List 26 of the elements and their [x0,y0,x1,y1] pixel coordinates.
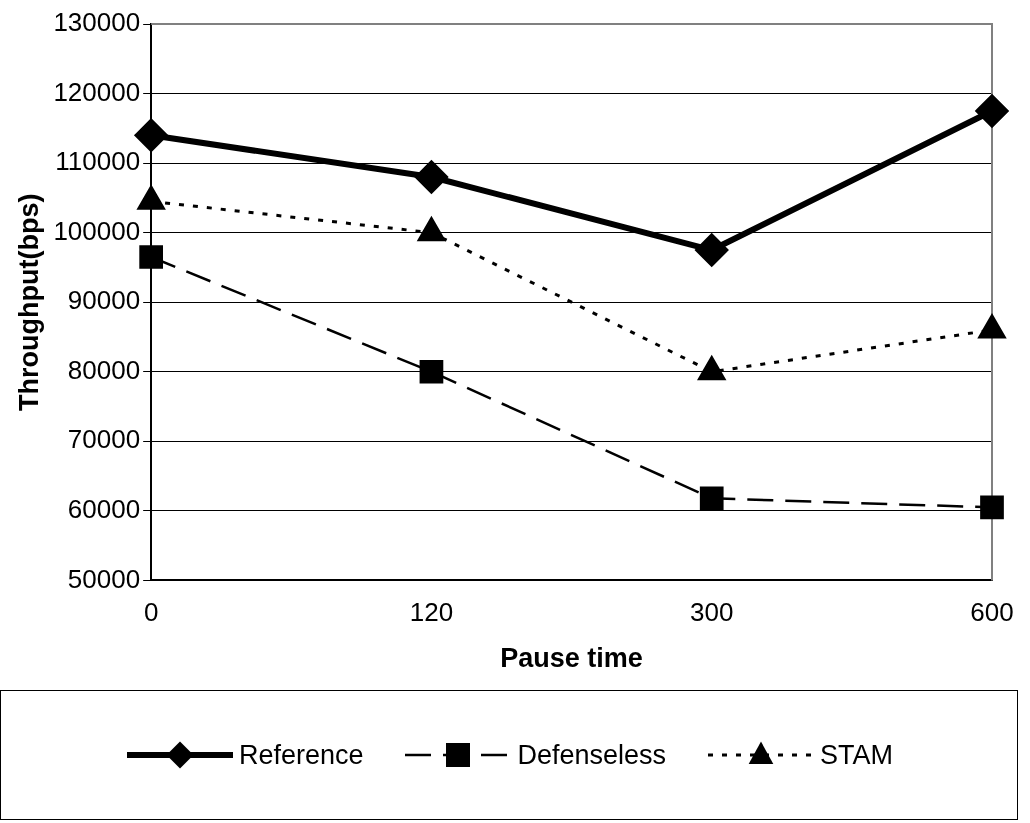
point [139,245,164,269]
y-tick-label: 120000 [53,76,141,107]
point [415,161,448,194]
x-tick-label: 300 [690,597,734,628]
point [976,94,1008,127]
y-tick-label: 130000 [53,7,141,38]
y-tick-label: 50000 [67,563,141,594]
y-axis-title: Throughput(bps) [13,193,44,411]
y-tick-label: 80000 [67,354,141,385]
y-tick-label: 60000 [67,494,141,525]
point [135,119,168,152]
point [980,495,1004,520]
y-tick-label: 100000 [53,215,141,246]
x-tick-label: 600 [970,597,1014,628]
x-tick-label: 0 [143,597,159,628]
legend-label: Defenseless [517,739,667,771]
point [419,359,444,384]
y-tick-label: 90000 [67,285,141,316]
x-tick-label: 120 [409,597,454,628]
point [695,234,728,267]
legend-label: Reference [238,739,364,771]
legend-label: STAM [820,739,894,771]
x-axis-title: Pause time [500,643,643,674]
point [699,486,724,511]
y-tick-label: 110000 [55,146,141,177]
y-tick-label: 70000 [67,424,141,455]
